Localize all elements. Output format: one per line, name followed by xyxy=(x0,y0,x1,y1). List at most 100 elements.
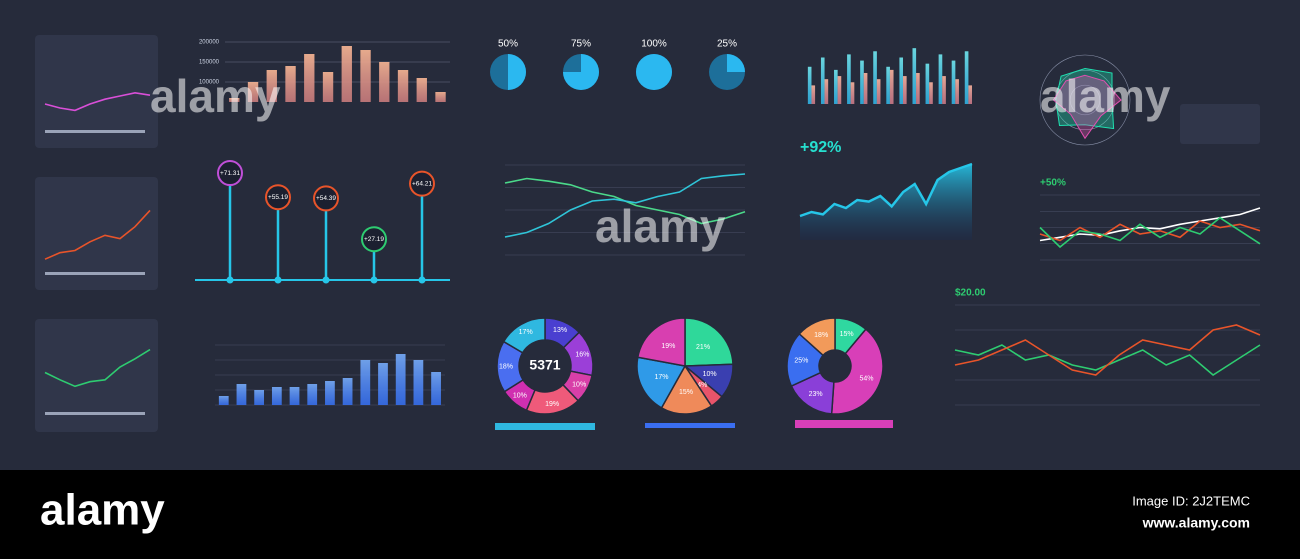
bar-shade xyxy=(395,354,406,405)
bar-shade xyxy=(938,54,943,104)
watermark: alamy xyxy=(150,70,281,122)
bar-shade xyxy=(254,390,265,405)
pin-label: +54.39 xyxy=(316,195,336,202)
radar-ring xyxy=(1039,54,1131,146)
bar-shade xyxy=(863,73,868,104)
center-label: 5371 xyxy=(529,357,560,373)
bar-shade xyxy=(925,63,930,104)
bar-shade xyxy=(435,92,446,102)
bar-shade xyxy=(847,54,851,104)
node xyxy=(274,276,282,284)
y-tick-label: 100000 xyxy=(199,80,220,86)
gauge xyxy=(508,54,526,90)
annotation: +50% xyxy=(1040,178,1066,189)
bar-shade xyxy=(341,46,352,102)
slice-label: 4% xyxy=(697,382,707,389)
gauge-label: 50% xyxy=(498,39,518,50)
image-id: Image ID: 2J2TEMC xyxy=(1132,493,1250,508)
slice-label: 19% xyxy=(545,401,559,408)
pin-label: +71.31 xyxy=(220,170,240,177)
pin-label: +55.19 xyxy=(268,194,288,201)
slice-label: 15% xyxy=(679,389,693,396)
bar-shade xyxy=(379,62,390,102)
bar-shade xyxy=(289,387,300,405)
node xyxy=(322,276,330,284)
url: www.alamy.com xyxy=(1142,515,1250,531)
bar-shade xyxy=(285,66,296,102)
y-tick-label: 150000 xyxy=(199,60,220,66)
line xyxy=(799,162,973,218)
radar-area xyxy=(1052,74,1122,140)
bar-shade xyxy=(807,66,812,104)
radar-ring xyxy=(1069,84,1101,116)
bar-shade xyxy=(229,98,240,102)
pin xyxy=(217,160,243,187)
line xyxy=(954,324,1261,376)
watermark: alamy xyxy=(1040,70,1171,122)
pin xyxy=(265,184,291,211)
line xyxy=(44,348,151,388)
bar-shade xyxy=(247,82,259,102)
bar-shade xyxy=(431,372,441,405)
bar-shade xyxy=(886,66,890,104)
slice-label: 15% xyxy=(840,331,854,338)
bar-shade xyxy=(860,60,864,104)
gauge-label: 25% xyxy=(717,39,737,50)
bar-shade xyxy=(820,57,825,104)
bar-shade xyxy=(929,82,933,104)
slice-label: 25% xyxy=(794,358,808,365)
slice-label: 23% xyxy=(809,391,823,398)
bar-shade xyxy=(236,384,247,405)
pin-label: +64.21 xyxy=(412,180,432,187)
bar-shade xyxy=(912,48,917,104)
node xyxy=(370,276,378,284)
bar-shade xyxy=(397,70,409,102)
slice-label: 13% xyxy=(553,327,567,334)
slice-label: 10% xyxy=(572,382,586,389)
bar-shade xyxy=(889,69,894,104)
bar-shade xyxy=(307,384,318,405)
slice-label: 17% xyxy=(654,374,668,381)
bar-shade xyxy=(325,381,335,405)
card xyxy=(1180,104,1260,144)
bar-shade xyxy=(942,76,946,104)
bar-shade xyxy=(951,60,956,104)
annotation: +92% xyxy=(800,139,841,156)
bar-shade xyxy=(811,85,816,104)
legend-strips xyxy=(45,130,893,430)
bar-shade xyxy=(873,51,877,104)
bar-shade xyxy=(916,73,920,104)
gauge-label: 100% xyxy=(641,39,667,50)
bar-shade xyxy=(903,76,907,104)
node xyxy=(226,276,234,284)
pin-label: +27.19 xyxy=(364,236,384,243)
bar-shade xyxy=(360,50,371,102)
annotation: $20.00 xyxy=(955,288,986,299)
pin xyxy=(361,226,387,253)
bar-shade xyxy=(834,69,838,104)
card xyxy=(35,319,158,432)
slice-label: 18% xyxy=(499,363,513,370)
bar-shade xyxy=(964,51,969,104)
slice-label: 10% xyxy=(703,371,717,378)
line xyxy=(1039,216,1261,249)
slice xyxy=(502,317,546,354)
bar-shade xyxy=(266,70,277,102)
slice-label: 19% xyxy=(661,343,675,350)
gauge xyxy=(727,54,745,72)
gauge-label: 75% xyxy=(571,39,591,50)
bar-shade xyxy=(899,57,904,104)
bar-shade xyxy=(271,387,282,405)
bar-shade xyxy=(304,54,315,102)
slice-label: 54% xyxy=(860,376,874,383)
bar-shade xyxy=(416,78,427,102)
bar-shade xyxy=(876,79,881,104)
bar-shade xyxy=(218,396,229,405)
bar-shade xyxy=(360,360,371,405)
card xyxy=(35,35,158,148)
slice xyxy=(798,317,836,357)
bar-shade xyxy=(322,72,334,102)
node xyxy=(418,276,426,284)
line xyxy=(44,209,151,260)
